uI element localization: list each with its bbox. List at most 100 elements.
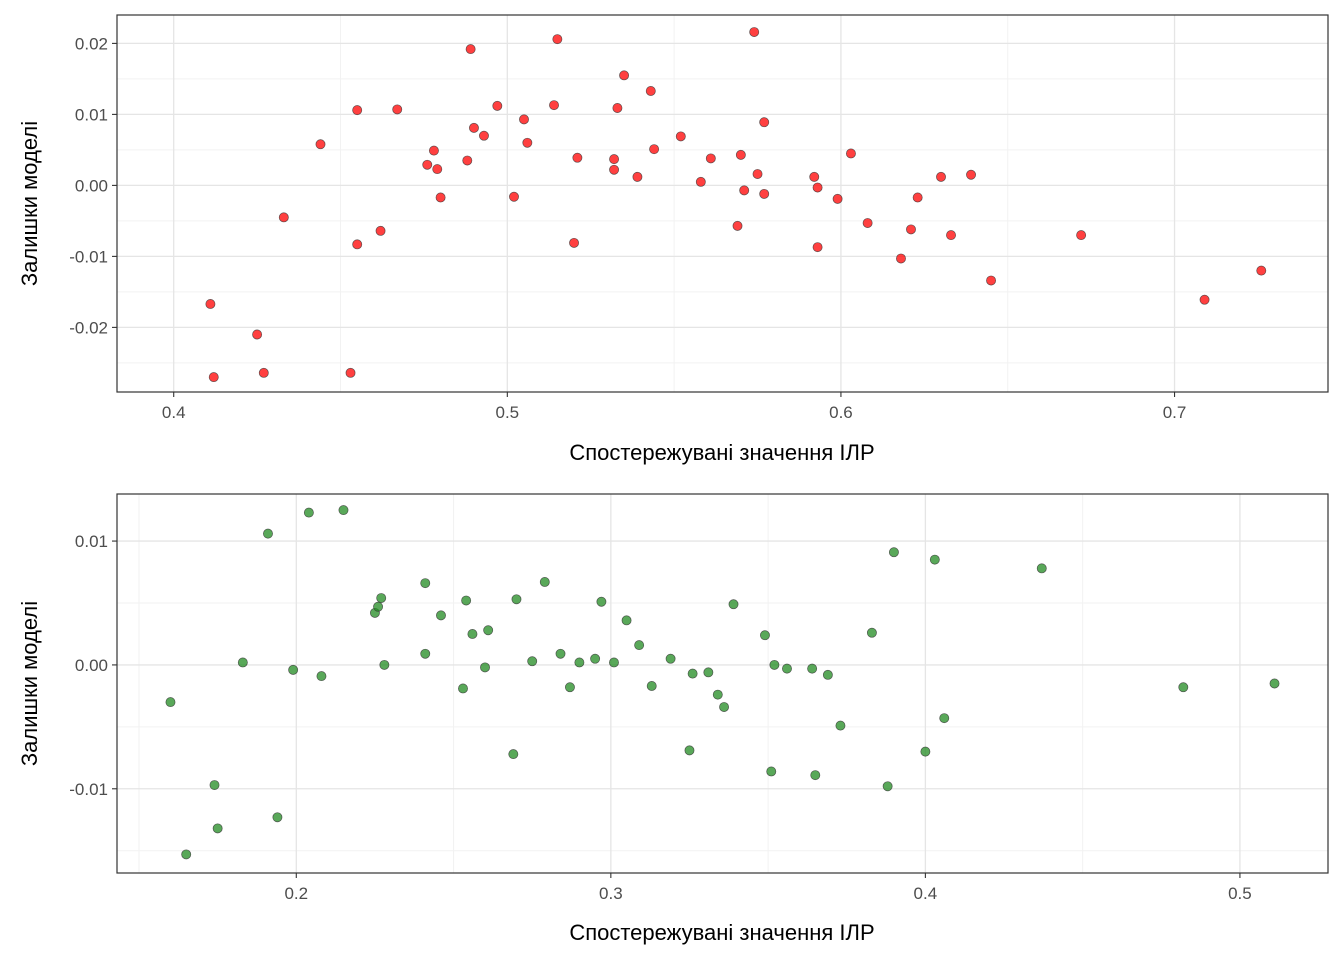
data-point <box>469 122 479 133</box>
data-point <box>649 144 660 155</box>
data-point <box>1036 563 1047 574</box>
data-point <box>687 668 698 679</box>
data-point <box>345 367 356 378</box>
data-point <box>632 171 643 182</box>
data-point <box>1269 678 1280 689</box>
data-point <box>420 648 431 659</box>
data-point <box>888 547 899 558</box>
data-point <box>906 224 916 235</box>
data-point <box>920 746 931 757</box>
data-point <box>609 657 619 668</box>
data-point <box>752 169 763 179</box>
data-point <box>564 682 575 693</box>
data-point <box>208 372 219 383</box>
data-point <box>619 70 630 81</box>
data-point <box>936 171 946 182</box>
data-point <box>832 193 843 204</box>
data-point <box>810 770 821 781</box>
data-point <box>728 599 739 610</box>
y-tick-label: 0.01 <box>75 105 108 124</box>
data-point <box>181 849 192 860</box>
data-point <box>882 781 893 792</box>
y-tick-label: -0.01 <box>69 247 108 266</box>
data-point <box>539 576 550 587</box>
data-point <box>552 34 563 45</box>
data-point <box>695 176 706 187</box>
y-tick-label: 0.01 <box>75 532 108 551</box>
data-point <box>735 149 746 160</box>
data-point <box>1256 265 1267 276</box>
data-point <box>435 192 446 203</box>
data-point <box>703 667 714 678</box>
y-tick-label: 0.00 <box>75 176 108 195</box>
data-point <box>939 713 950 724</box>
data-point <box>555 648 566 659</box>
x-tick-label: 0.3 <box>599 884 623 903</box>
data-point <box>590 653 601 664</box>
x-tick-label: 0.5 <box>1228 884 1252 903</box>
data-point <box>465 44 476 55</box>
x-tick-label: 0.4 <box>914 884 938 903</box>
data-point <box>759 188 770 199</box>
data-point <box>866 627 877 638</box>
data-point <box>596 596 607 607</box>
data-point <box>492 100 503 111</box>
data-point <box>212 823 223 834</box>
data-point <box>621 615 632 626</box>
data-point <box>252 329 263 340</box>
data-point <box>766 766 777 777</box>
data-point <box>782 663 792 674</box>
data-point <box>574 657 585 668</box>
data-point <box>288 664 299 675</box>
data-point <box>303 507 314 518</box>
data-point <box>263 528 273 539</box>
data-point <box>1199 294 1210 305</box>
data-point <box>812 242 823 253</box>
x-tick-label: 0.7 <box>1163 403 1187 422</box>
data-point <box>665 653 676 664</box>
data-point <box>845 148 856 159</box>
bottom-y-axis-title: Залишки моделі <box>17 601 42 766</box>
data-point <box>483 625 494 636</box>
x-tick-label: 0.6 <box>829 403 853 422</box>
data-point <box>612 103 623 113</box>
data-point <box>422 159 433 170</box>
bottom-plot-border <box>116 493 1329 874</box>
data-point <box>379 659 390 670</box>
bottom-chart-panel: 0.2 0.3 0.4 0.5 -0.01 0.00 0.01 Спостережувані… <box>17 493 1329 945</box>
data-point <box>527 656 538 667</box>
y-tick-label: 0.02 <box>75 34 108 53</box>
y-tick-label: -0.02 <box>69 318 108 337</box>
data-point <box>209 780 220 791</box>
x-tick-label: 0.5 <box>496 403 520 422</box>
bottom-plot-background <box>117 494 1328 873</box>
bottom-grid <box>117 494 1328 873</box>
data-point <box>458 683 468 694</box>
data-point <box>272 812 283 823</box>
top-points <box>205 27 1267 383</box>
data-point <box>807 663 818 674</box>
data-point <box>315 139 326 150</box>
data-point <box>822 669 833 680</box>
data-point <box>1076 230 1087 241</box>
data-point <box>278 212 289 223</box>
data-point <box>316 671 327 682</box>
data-point <box>609 164 620 175</box>
data-point <box>509 191 519 202</box>
data-point <box>675 131 686 142</box>
data-point <box>511 594 522 605</box>
x-tick-label: 0.2 <box>284 884 308 903</box>
data-point <box>719 702 730 712</box>
top-plot-background <box>117 15 1328 392</box>
data-point <box>508 749 519 760</box>
data-point <box>549 100 559 111</box>
data-point <box>420 578 431 589</box>
top-axis-ticks: 0.4 0.5 0.6 0.7 -0.02 -0.01 0.00 0.01 0.02 <box>69 34 1186 422</box>
data-point <box>966 169 976 180</box>
data-point <box>392 104 403 115</box>
data-point <box>609 154 620 165</box>
data-point <box>352 239 363 250</box>
data-point <box>862 218 873 228</box>
y-tick-label: -0.01 <box>69 780 108 799</box>
data-point <box>522 137 533 148</box>
